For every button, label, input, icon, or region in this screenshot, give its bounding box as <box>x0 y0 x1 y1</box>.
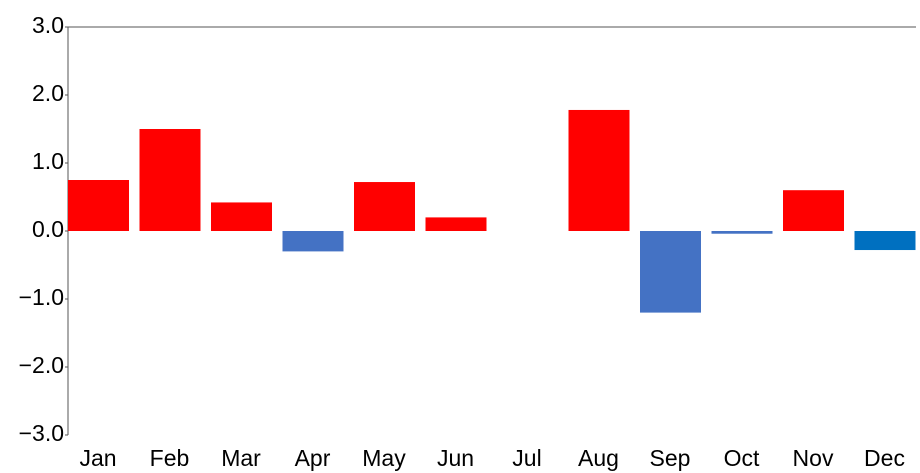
x-tick-label: Mar <box>221 445 261 471</box>
y-tick-label: 3.0 <box>32 12 64 38</box>
bar <box>640 231 701 313</box>
x-tick-label: May <box>362 445 406 471</box>
bar <box>425 217 487 231</box>
x-tick-label: Sep <box>650 445 691 471</box>
x-tick-label: Jun <box>437 445 474 471</box>
bar <box>139 129 201 231</box>
x-tick-label: Oct <box>724 445 760 471</box>
x-tick-label: Feb <box>150 445 190 471</box>
bar <box>711 231 773 234</box>
x-tick-label: Aug <box>578 445 619 471</box>
bar <box>783 190 844 231</box>
bar <box>354 182 415 231</box>
x-tick-label: Apr <box>295 445 331 471</box>
x-tick-label: Jul <box>512 445 541 471</box>
y-tick-label: 1.0 <box>32 148 64 174</box>
bar <box>211 202 272 231</box>
x-tick-label: Nov <box>793 445 834 471</box>
y-tick-label: −2.0 <box>19 352 64 378</box>
x-tick-label: Dec <box>864 445 905 471</box>
bar <box>68 180 129 231</box>
bar <box>854 231 916 251</box>
bar <box>568 109 630 231</box>
y-tick-label: −3.0 <box>19 420 64 446</box>
x-tick-label: Jan <box>79 445 116 471</box>
y-tick-label: 2.0 <box>32 80 64 106</box>
y-tick-label: 0.0 <box>32 216 64 242</box>
y-tick-label: −1.0 <box>19 284 64 310</box>
bar <box>282 231 344 252</box>
